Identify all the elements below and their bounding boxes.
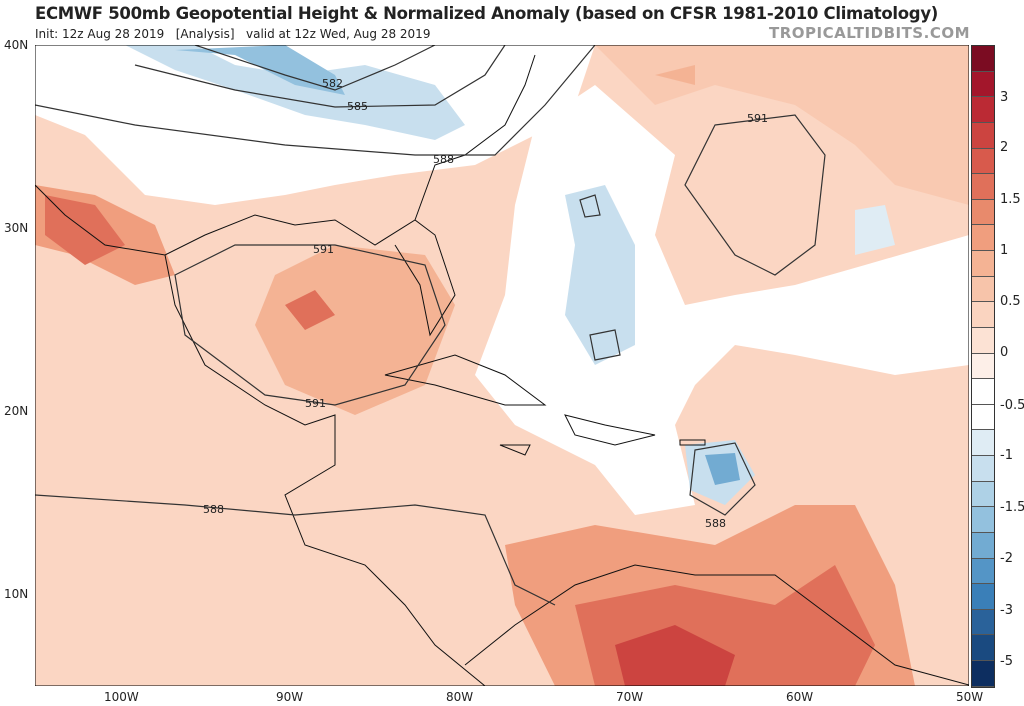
lon-label: 70W (616, 690, 644, 704)
colorbar-label: 3 (1000, 90, 1009, 105)
lon-label: 80W (446, 690, 474, 704)
colorbar-label: 0.5 (1000, 294, 1021, 309)
contour-label: 588 (705, 517, 726, 530)
colorbar-label: -5 (1000, 654, 1013, 669)
colorbar-bin (972, 97, 994, 123)
colorbar-bin (972, 327, 994, 354)
contour-label: 591 (305, 397, 326, 410)
brand-watermark: TROPICALTIDBITS.COM (769, 24, 970, 42)
contour-label: 591 (313, 243, 334, 256)
colorbar-bin (972, 302, 994, 328)
colorbar-bin (972, 148, 994, 175)
colorbar-label: 2 (1000, 140, 1009, 155)
lat-label: 10N (4, 587, 29, 601)
colorbar-label: -3 (1000, 603, 1013, 618)
colorbar-bin (972, 558, 994, 585)
colorbar-bin (972, 353, 994, 380)
contour-label: 591 (747, 112, 768, 125)
lat-label: 40N (4, 38, 29, 52)
colorbar-label: 1.5 (1000, 192, 1021, 207)
colorbar-bin (972, 507, 994, 533)
colorbar-bin (972, 481, 994, 508)
contour-label: 582 (322, 77, 343, 90)
colorbar-bin (972, 584, 994, 610)
colorbar-bin (972, 251, 994, 277)
height-contours (35, 45, 826, 606)
colorbar-bin (972, 199, 994, 226)
colorbar-bin (972, 174, 994, 200)
colorbar-bin (972, 661, 994, 687)
map-title: ECMWF 500mb Geopotential Height & Normal… (35, 4, 939, 23)
colorbar-bin (972, 71, 994, 98)
colorbar-bin (972, 430, 994, 456)
colorbar-bin (972, 276, 994, 303)
lon-label: 50W (956, 690, 984, 704)
lat-label: 30N (4, 221, 29, 235)
colorbar-bin (972, 609, 994, 636)
colorbar-bin (972, 532, 994, 559)
colorbar-bin (972, 456, 994, 482)
lon-label: 90W (276, 690, 304, 704)
colorbar-bin (972, 404, 994, 431)
colorbar-label: -1 (1000, 448, 1013, 463)
colorbar-label: 0 (1000, 345, 1009, 360)
contour-labels: 582 585 588 591 591 591 588 588 (203, 77, 768, 530)
map-subtitle: Init: 12z Aug 28 2019 [Analysis] valid a… (35, 27, 431, 41)
colorbar (971, 45, 995, 688)
contour-label: 588 (203, 503, 224, 516)
contour-label: 585 (347, 100, 368, 113)
contour-label: 588 (433, 153, 454, 166)
lon-label: 60W (786, 690, 814, 704)
colorbar-bin (972, 46, 994, 72)
colorbar-label: -1.5 (1000, 500, 1024, 515)
colorbar-label: -0.5 (1000, 398, 1024, 413)
anomaly-map: 582 585 588 591 591 591 588 588 (35, 45, 969, 686)
colorbar-label: -2 (1000, 551, 1013, 566)
colorbar-bin (972, 225, 994, 251)
coastlines (35, 54, 969, 686)
colorbar-bin (972, 379, 994, 405)
anomaly-fields (35, 45, 969, 686)
lat-label: 20N (4, 404, 29, 418)
lon-label: 100W (104, 690, 139, 704)
colorbar-bin (972, 635, 994, 661)
colorbar-bin (972, 122, 994, 149)
colorbar-label: 1 (1000, 243, 1009, 258)
